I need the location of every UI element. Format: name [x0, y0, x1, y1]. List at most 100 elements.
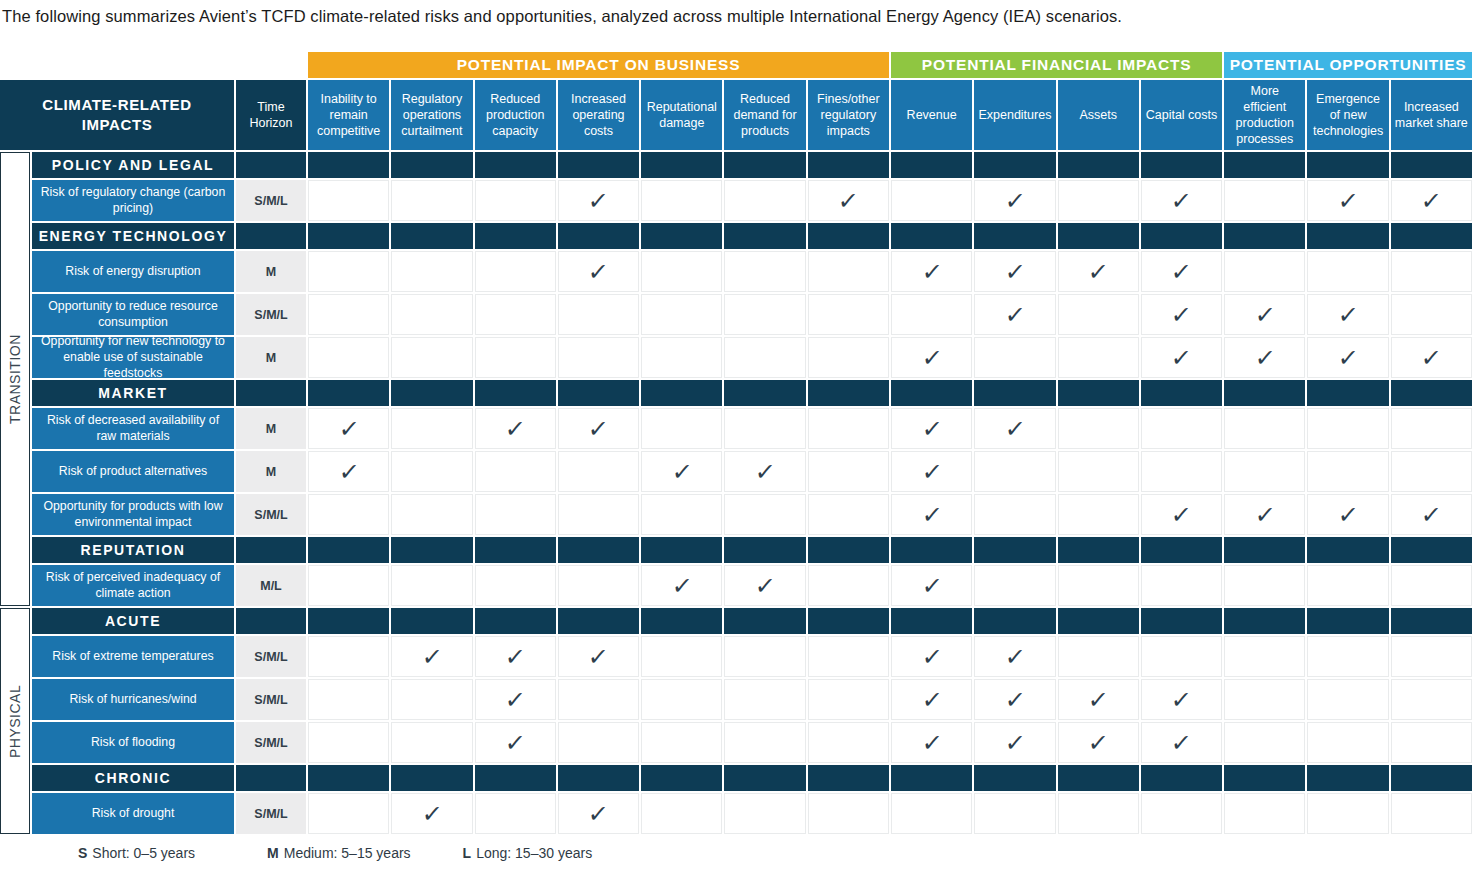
section-filler-cell — [1224, 537, 1305, 563]
section-filler-cell — [641, 765, 722, 791]
impact-cell: ✓ — [1307, 180, 1388, 221]
check-icon: ✓ — [1004, 688, 1027, 712]
section-filler-cell — [1391, 608, 1472, 634]
check-icon: ✓ — [1253, 303, 1276, 327]
corner-header: CLIMATE-RELATED IMPACTS — [0, 80, 234, 150]
impact-cell — [724, 251, 805, 292]
section-filler-cell — [558, 608, 639, 634]
risk-row-label: Risk of product alternatives — [32, 451, 234, 492]
check-icon: ✓ — [920, 645, 943, 669]
section-filler-cell — [891, 765, 972, 791]
section-filler-cell — [1307, 537, 1388, 563]
impact-cell — [308, 565, 389, 606]
column-header-13: Emergence of new technologies — [1307, 80, 1388, 150]
check-icon: ✓ — [670, 460, 693, 484]
check-icon: ✓ — [587, 189, 610, 213]
impact-cell — [308, 251, 389, 292]
legend-item-short: SShort: 0–5 years — [78, 845, 195, 861]
impact-cell: ✓ — [558, 251, 639, 292]
impact-cell: ✓ — [974, 636, 1055, 677]
column-header-14: Increased market share — [1391, 80, 1472, 150]
section-filler-cell — [391, 765, 472, 791]
impact-cell — [641, 408, 722, 449]
section-filler-cell — [1058, 223, 1139, 249]
impact-cell — [391, 294, 472, 335]
impact-cell — [308, 636, 389, 677]
impact-cell: ✓ — [1307, 494, 1388, 535]
section-filler-cell — [1307, 608, 1388, 634]
section-filler-cell — [391, 380, 472, 406]
time-horizon-value: S/M/L — [236, 180, 306, 221]
check-icon: ✓ — [920, 574, 943, 598]
check-icon: ✓ — [920, 460, 943, 484]
section-filler-cell — [641, 608, 722, 634]
column-header-10: Assets — [1058, 80, 1139, 150]
legend-item-medium: MMedium: 5–15 years — [267, 845, 411, 861]
section-filler-cell — [1307, 223, 1388, 249]
section-filler-cell — [724, 765, 805, 791]
section-filler-cell — [475, 152, 556, 178]
section-filler-cell — [808, 380, 889, 406]
impact-cell — [1307, 679, 1388, 720]
section-filler-cell — [236, 537, 306, 563]
impact-cell — [641, 251, 722, 292]
impact-cell — [1058, 408, 1139, 449]
section-filler-cell — [1307, 152, 1388, 178]
impact-cell — [1391, 565, 1472, 606]
column-header-4: Increased operating costs — [558, 80, 639, 150]
section-filler-cell — [1307, 765, 1388, 791]
section-filler-cell — [1224, 152, 1305, 178]
check-icon: ✓ — [1087, 260, 1110, 284]
impact-cell — [974, 451, 1055, 492]
impact-cell — [641, 793, 722, 834]
impact-cell: ✓ — [308, 408, 389, 449]
section-filler-cell — [891, 537, 972, 563]
impact-cell — [558, 679, 639, 720]
check-icon: ✓ — [920, 731, 943, 755]
impact-cell: ✓ — [891, 722, 972, 763]
section-filler-cell — [974, 537, 1055, 563]
section-header-label: CHRONIC — [32, 765, 234, 791]
tcfd-summary-page: The following summarizes Avient’s TCFD c… — [0, 0, 1472, 881]
impact-cell — [1224, 793, 1305, 834]
side-label-transition: TRANSITION — [0, 152, 30, 606]
section-filler-cell — [475, 380, 556, 406]
impact-cell — [1307, 565, 1388, 606]
impact-cell — [974, 565, 1055, 606]
check-icon: ✓ — [587, 645, 610, 669]
impact-cell: ✓ — [891, 565, 972, 606]
impact-cell — [1058, 337, 1139, 378]
impact-cell — [891, 793, 972, 834]
check-icon: ✓ — [421, 645, 444, 669]
check-icon: ✓ — [1337, 346, 1360, 370]
impact-cell: ✓ — [1307, 294, 1388, 335]
section-filler-cell — [1141, 608, 1222, 634]
section-filler-cell — [1141, 765, 1222, 791]
check-icon: ✓ — [920, 260, 943, 284]
impact-cell — [475, 451, 556, 492]
impact-cell — [641, 722, 722, 763]
check-icon: ✓ — [504, 731, 527, 755]
check-icon: ✓ — [1087, 688, 1110, 712]
impact-cell — [724, 494, 805, 535]
impact-cell: ✓ — [1307, 337, 1388, 378]
impact-cell: ✓ — [475, 636, 556, 677]
impact-cell — [475, 294, 556, 335]
check-icon: ✓ — [1087, 731, 1110, 755]
check-icon: ✓ — [1170, 303, 1193, 327]
impact-cell — [308, 679, 389, 720]
impact-cell: ✓ — [808, 180, 889, 221]
section-filler-cell — [475, 608, 556, 634]
impact-cell: ✓ — [891, 636, 972, 677]
section-filler-cell — [1141, 223, 1222, 249]
column-header-3: Reduced production capacity — [475, 80, 556, 150]
section-filler-cell — [558, 152, 639, 178]
risk-row-label: Risk of extreme temperatures — [32, 636, 234, 677]
section-filler-cell — [236, 608, 306, 634]
impact-cell — [308, 180, 389, 221]
section-filler-cell — [808, 537, 889, 563]
impact-cell: ✓ — [1058, 722, 1139, 763]
impact-cell — [1141, 565, 1222, 606]
time-horizon-value: S/M/L — [236, 722, 306, 763]
impact-cell — [475, 565, 556, 606]
